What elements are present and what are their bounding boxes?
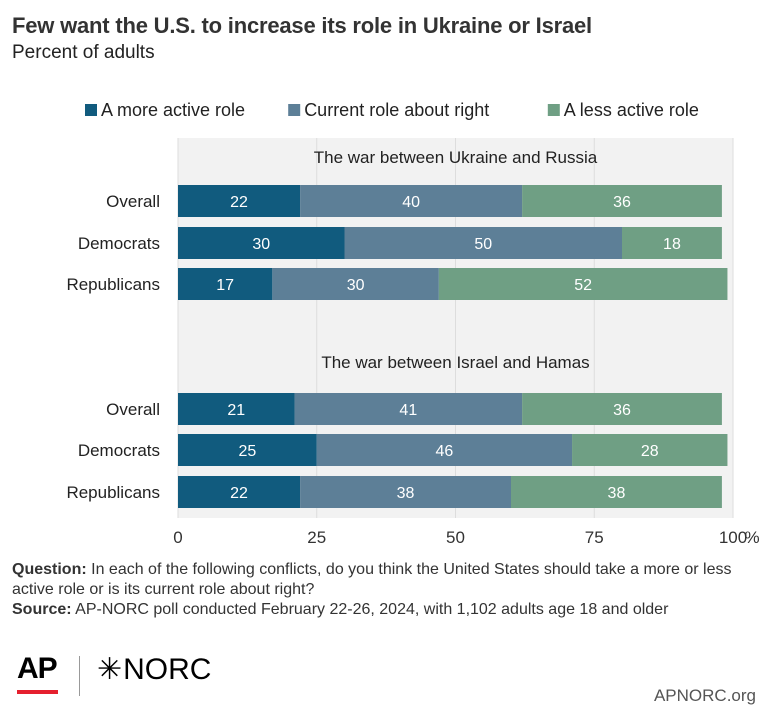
data-label: 22 <box>230 194 248 211</box>
question-label: Question: <box>12 561 87 578</box>
data-label: 21 <box>227 402 245 419</box>
ap-logo-underline <box>17 690 58 694</box>
star-icon: ✳ <box>97 653 123 686</box>
bar-segment <box>300 185 523 217</box>
x-tick-label: 0 <box>173 528 182 547</box>
logo-divider <box>79 656 80 696</box>
source-note: Source: AP-NORC poll conducted February … <box>12 600 756 620</box>
category-label: Republicans <box>66 483 160 502</box>
data-label: 25 <box>238 443 256 460</box>
data-label: 41 <box>399 402 417 419</box>
bar-segment <box>316 434 573 466</box>
bar-segment <box>178 434 317 466</box>
source-label: Source: <box>12 601 72 618</box>
category-label: Overall <box>106 400 160 419</box>
category-label: Overall <box>106 192 160 211</box>
legend-label: A less active role <box>564 100 699 120</box>
source-text: AP-NORC poll conducted February 22-26, 2… <box>75 601 669 618</box>
legend-label: A more active role <box>101 100 245 120</box>
x-tick-label: 25 <box>307 528 326 547</box>
bar-segment <box>438 268 728 300</box>
data-label: 18 <box>663 236 681 253</box>
chart-subtitle: Percent of adults <box>12 42 155 63</box>
bar-segment <box>272 268 439 300</box>
bar-segment <box>572 434 728 466</box>
data-label: 46 <box>436 443 454 460</box>
bar-segment <box>178 393 295 425</box>
bar-segment <box>622 227 722 259</box>
data-label: 36 <box>613 402 631 419</box>
legend-label: Current role about right <box>304 100 489 120</box>
data-label: 38 <box>397 485 415 502</box>
data-label: 36 <box>613 194 631 211</box>
data-label: 38 <box>608 485 626 502</box>
bar-segment <box>300 476 511 508</box>
data-label: 50 <box>474 236 492 253</box>
legend-swatch <box>288 104 301 116</box>
chart-title: Few want the U.S. to increase its role i… <box>12 13 592 38</box>
ap-logo: AP <box>17 652 58 685</box>
bar-segment <box>522 393 722 425</box>
chart-footer: Question: In each of the following confl… <box>12 560 756 620</box>
legend-swatch <box>85 104 97 116</box>
x-unit-label: % <box>744 528 759 547</box>
question-note: Question: In each of the following confl… <box>12 560 756 600</box>
bar-segment <box>511 476 722 508</box>
data-label: 28 <box>641 443 659 460</box>
panel-title: The war between Ukraine and Russia <box>314 148 598 167</box>
norc-logo: ✳NORC <box>97 652 211 687</box>
bar-segment <box>178 476 301 508</box>
bar-segment <box>178 227 345 259</box>
category-label: Democrats <box>78 234 160 253</box>
norc-logo-text: NORC <box>123 653 212 686</box>
data-label: 30 <box>252 236 270 253</box>
x-tick-label: 75 <box>585 528 604 547</box>
data-label: 40 <box>402 194 420 211</box>
data-label: 22 <box>230 485 248 502</box>
data-label: 30 <box>347 277 365 294</box>
category-label: Republicans <box>66 275 160 294</box>
bar-segment <box>178 185 301 217</box>
data-label: 17 <box>216 277 234 294</box>
site-link[interactable]: APNORC.org <box>653 686 756 705</box>
panel-title: The war between Israel and Hamas <box>321 353 589 372</box>
stacked-bar-chart: A more active role Current role about rig… <box>66 100 759 547</box>
data-label: 52 <box>574 277 592 294</box>
x-tick-label: 50 <box>446 528 465 547</box>
question-text: In each of the following conflicts, do y… <box>12 561 732 598</box>
bar-segment <box>178 268 273 300</box>
bar-segment <box>344 227 622 259</box>
category-label: Democrats <box>78 441 160 460</box>
bar-segment <box>522 185 722 217</box>
legend-swatch <box>547 104 560 116</box>
bar-segment <box>294 393 523 425</box>
x-tick-label: 100 <box>719 528 747 547</box>
